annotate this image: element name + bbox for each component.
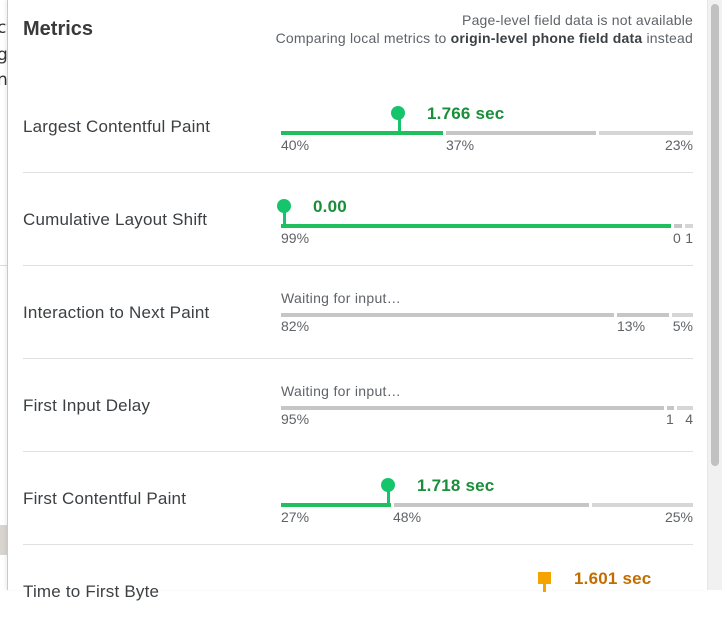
metric-row-fid: First Input Delay Waiting for input… 95%…	[23, 358, 693, 452]
scrollbar-thumb[interactable]	[711, 4, 719, 466]
poor-segment	[677, 406, 693, 410]
local-value-marker-stem	[543, 582, 546, 592]
distribution-bar	[281, 503, 693, 507]
local-value-marker-stem	[397, 119, 402, 132]
pct-poor: 25%	[664, 509, 693, 525]
pct-poor: 1	[685, 230, 693, 246]
metric-row-fcp: First Contentful Paint 1.718 sec 27% 48%…	[23, 451, 693, 545]
metric-label: First Input Delay	[23, 396, 151, 415]
metric-label: Interaction to Next Paint	[23, 303, 210, 322]
field-data-notice: Page-level field data is not available C…	[276, 11, 693, 47]
notice-line-2: Comparing local metrics to origin-level …	[275, 30, 693, 46]
metric-row-inp: Interaction to Next Paint Waiting for in…	[23, 265, 693, 359]
background-divider	[0, 265, 8, 266]
good-segment	[281, 503, 391, 507]
metric-value: 0.00	[313, 197, 347, 216]
pct-needs-improvement: 0	[673, 230, 681, 246]
poor-segment	[685, 224, 693, 228]
good-segment	[281, 406, 664, 410]
local-value-marker	[277, 199, 291, 213]
metric-row-cls: Cumulative Layout Shift 0.00 99% 0 1	[23, 172, 693, 266]
pct-needs-improvement: 1	[666, 411, 674, 427]
background-page: ct g n	[0, 0, 8, 590]
metric-row-lcp: Largest Contentful Paint 1.766 sec 40% 3…	[23, 79, 693, 173]
distribution-bar	[281, 313, 693, 317]
metric-value: 1.601 sec	[574, 569, 652, 588]
metric-value: 1.766 sec	[427, 104, 505, 123]
pct-good: 40%	[281, 137, 310, 153]
notice-line-1: Page-level field data is not available	[462, 12, 693, 28]
poor-segment	[672, 313, 693, 317]
needs-improvement-segment	[667, 406, 674, 410]
pct-needs-improvement: 48%	[393, 509, 422, 525]
background-text-fragment: n	[0, 70, 8, 90]
metric-label: Cumulative Layout Shift	[23, 210, 208, 229]
pct-needs-improvement: 37%	[446, 137, 475, 153]
waiting-for-input-text: Waiting for input…	[281, 383, 402, 399]
distribution-bar	[281, 131, 693, 135]
background-text-fragment: g	[0, 45, 8, 65]
pct-poor: 23%	[664, 137, 693, 153]
local-value-marker	[381, 478, 395, 492]
metric-label: Time to First Byte	[23, 582, 160, 601]
pct-poor: 5%	[672, 318, 693, 334]
metric-label: Largest Contentful Paint	[23, 117, 211, 136]
background-text-fragment: ct	[0, 18, 8, 38]
pct-good: 95%	[281, 411, 310, 427]
pct-needs-improvement: 13%	[617, 318, 646, 334]
needs-improvement-segment	[394, 503, 589, 507]
waiting-for-input-text: Waiting for input…	[281, 290, 402, 306]
local-value-marker-stem	[386, 491, 391, 504]
origin-field-data-link[interactable]: origin-level phone field data	[450, 30, 643, 46]
local-value-marker	[391, 106, 405, 120]
metrics-panel: Metrics Page-level field data is not ava…	[7, 0, 707, 601]
panel-title: Metrics	[23, 18, 94, 40]
good-segment	[281, 313, 614, 317]
needs-improvement-segment	[674, 224, 682, 228]
distribution-bar	[281, 224, 693, 228]
needs-improvement-segment	[617, 313, 669, 317]
poor-segment	[592, 503, 693, 507]
needs-improvement-segment	[446, 131, 596, 135]
pct-good: 27%	[281, 509, 310, 525]
local-value-marker	[538, 572, 551, 584]
pct-good: 99%	[281, 230, 310, 246]
pct-good: 82%	[281, 318, 310, 334]
pct-poor: 4	[685, 411, 693, 427]
local-value-marker-stem	[282, 212, 287, 225]
metric-row-ttfb: Time to First Byte 1.601 sec	[23, 544, 693, 637]
background-image-block	[0, 525, 8, 555]
poor-segment	[599, 131, 693, 135]
good-segment	[281, 131, 443, 135]
vertical-scrollbar[interactable]	[707, 0, 722, 590]
metric-value: 1.718 sec	[417, 476, 495, 495]
good-segment	[281, 224, 671, 228]
distribution-bar	[281, 406, 693, 410]
metric-label: First Contentful Paint	[23, 489, 187, 508]
